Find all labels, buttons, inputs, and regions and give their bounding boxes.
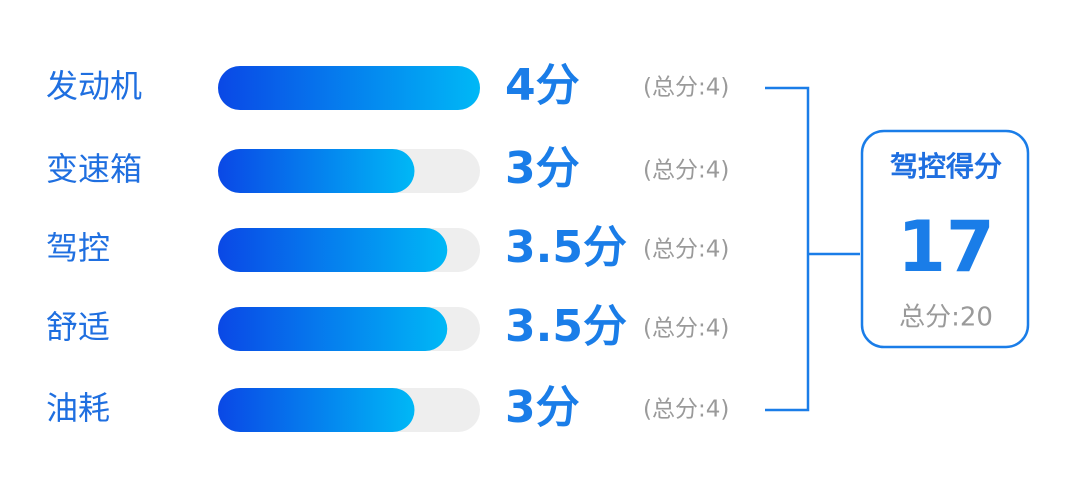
bar <box>218 228 448 272</box>
value-label: 3分 <box>505 382 580 433</box>
value-label: 3分 <box>505 143 580 194</box>
bracket <box>765 86 860 412</box>
category-label: 发动机 <box>46 67 142 105</box>
category-label: 油耗 <box>46 389 110 427</box>
bar <box>218 307 448 351</box>
bar <box>218 66 480 110</box>
value-label: 4分 <box>505 60 580 111</box>
category-label: 驾控 <box>46 229 110 267</box>
value-label: 3.5分 <box>505 222 627 273</box>
summary-total: 总分:20 <box>899 303 993 333</box>
max-label: (总分:4) <box>643 397 729 423</box>
max-label: (总分:4) <box>643 75 729 101</box>
summary-box <box>860 129 1030 349</box>
category-label: 舒适 <box>46 308 110 346</box>
max-label: (总分:4) <box>643 237 729 263</box>
value-label: 3.5分 <box>505 301 627 352</box>
max-label: (总分:4) <box>643 316 729 342</box>
summary-title: 驾控得分 <box>890 150 1002 183</box>
summary-value: 17 <box>897 206 994 288</box>
max-label: (总分:4) <box>643 158 729 184</box>
category-label: 变速箱 <box>46 150 142 188</box>
bar <box>218 149 415 193</box>
bar <box>218 388 415 432</box>
